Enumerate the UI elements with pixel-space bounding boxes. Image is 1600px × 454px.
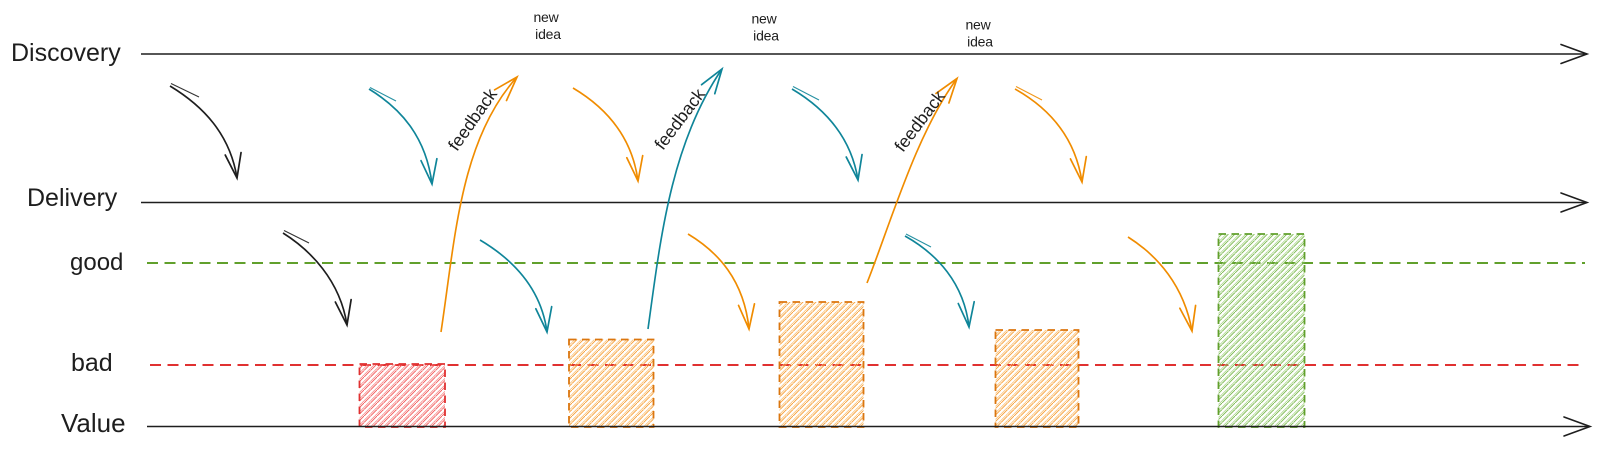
svg-text:idea: idea [753,28,779,44]
svg-text:idea: idea [967,34,993,50]
svg-text:feedback: feedback [650,84,709,153]
svg-text:bad: bad [71,349,113,377]
svg-text:good: good [70,249,123,276]
svg-text:new: new [965,17,991,33]
svg-text:Value: Value [61,408,126,438]
svg-text:Discovery: Discovery [11,39,121,67]
svg-text:feedback: feedback [444,84,501,154]
svg-text:new: new [533,9,559,25]
svg-text:new: new [751,11,777,27]
svg-text:idea: idea [535,26,561,42]
svg-text:Delivery: Delivery [27,184,118,212]
